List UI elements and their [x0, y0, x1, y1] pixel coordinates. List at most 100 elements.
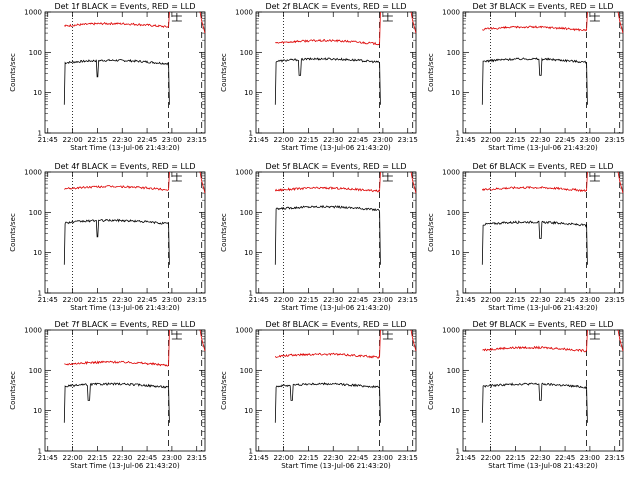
x-tick-label: 22:15 — [505, 136, 525, 144]
bracket-marker — [589, 331, 600, 340]
y-axis-label: Counts/sec — [220, 213, 228, 252]
chart-panel: Det 4f BLACK = Events, RED = LLD 1 10 100 10… — [9, 162, 207, 312]
plot-frame — [255, 171, 417, 294]
x-tick-label: 22:30 — [112, 296, 132, 304]
x-tick-label: 22:00 — [480, 454, 500, 462]
x-tick-label: 21:45 — [249, 296, 269, 304]
x-tick-label: 21:45 — [249, 136, 269, 144]
y-tick-label: 1 — [249, 290, 253, 298]
x-tick-label: 22:15 — [87, 296, 107, 304]
x-tick-label: 22:45 — [555, 296, 575, 304]
x-tick-label: 22:45 — [555, 136, 575, 144]
bracket-marker — [589, 173, 600, 182]
x-axis-label: Start Time (13-Jul-06 21:43:20) — [70, 304, 180, 312]
series-events — [481, 382, 588, 423]
y-tick-label: 100 — [240, 367, 253, 375]
series-lld — [64, 329, 170, 367]
y-axis-label: Counts/sec — [220, 371, 228, 410]
x-tick-label: 22:45 — [348, 136, 368, 144]
y-tick-label: 1000 — [235, 327, 253, 335]
x-axis-label: Start Time (13-Jul-06 21:43:20) — [70, 144, 180, 152]
chart-title: Det 2f BLACK = Events, RED = LLD — [265, 2, 406, 11]
plot-frame — [44, 11, 206, 134]
y-tick-label: 10 — [244, 89, 253, 97]
x-tick-label: 22:30 — [323, 296, 343, 304]
y-tick-label: 10 — [244, 407, 253, 415]
x-tick-label: 21:45 — [249, 454, 269, 462]
y-tick-label: 1000 — [24, 9, 42, 17]
x-tick-label: 23:15 — [398, 454, 418, 462]
series-lld — [275, 11, 381, 46]
y-axis-label: Counts/sec — [9, 213, 17, 252]
chart-panel: Det 9f BLACK = Events, RED = LLD 1 10 100 10… — [427, 320, 625, 470]
bracket-marker — [589, 13, 600, 22]
x-tick-label: 23:15 — [605, 296, 625, 304]
series-lld — [481, 171, 588, 193]
series-lld-tail — [617, 11, 624, 34]
x-tick-label: 22:45 — [348, 296, 368, 304]
y-tick-label: 1 — [456, 130, 460, 138]
x-tick-label: 22:30 — [530, 454, 550, 462]
y-tick-label: 1 — [456, 290, 460, 298]
series-lld-tail — [199, 171, 206, 194]
series-events — [63, 218, 170, 265]
x-tick-label: 22:30 — [530, 136, 550, 144]
y-tick-label: 100 — [29, 209, 42, 217]
x-axis-label: Start Time (13-Jul-06 21:43:20) — [488, 144, 598, 152]
x-axis-label: Start Time (13-Jul-06 21:43:20) — [281, 304, 391, 312]
chart-title: Det 3f BLACK = Events, RED = LLD — [472, 2, 613, 11]
y-tick-label: 100 — [29, 49, 42, 57]
y-tick-label: 1 — [38, 448, 42, 456]
x-tick-label: 22:30 — [112, 454, 132, 462]
x-tick-label: 23:15 — [187, 454, 207, 462]
x-tick-label: 21:45 — [38, 454, 58, 462]
x-tick-label: 22:00 — [62, 454, 82, 462]
plot-frame — [462, 329, 624, 452]
x-axis-label: Start Time (13-Jul-06 21:43:20) — [488, 304, 598, 312]
x-tick-label: 23:00 — [580, 136, 600, 144]
y-tick-label: 1000 — [235, 9, 253, 17]
y-tick-label: 1 — [456, 448, 460, 456]
x-tick-label: 21:45 — [456, 136, 476, 144]
plot-frame — [255, 329, 417, 452]
series-lld-tail — [199, 11, 206, 34]
series-events — [274, 57, 381, 105]
y-tick-label: 1000 — [24, 327, 42, 335]
x-tick-label: 23:00 — [162, 296, 182, 304]
bracket-marker — [382, 331, 393, 340]
series-events — [63, 382, 170, 423]
series-events — [274, 382, 381, 423]
bracket-marker — [171, 331, 182, 340]
x-axis-label: Start Time (13-Jul-06 21:43:20) — [281, 462, 391, 470]
bracket-marker — [382, 173, 393, 182]
y-axis-label: Counts/sec — [427, 53, 435, 92]
chart-panel: Det 7f BLACK = Events, RED = LLD 1 10 100 10… — [9, 320, 207, 470]
y-tick-label: 10 — [33, 407, 42, 415]
y-tick-label: 10 — [451, 249, 460, 257]
y-tick-label: 10 — [244, 249, 253, 257]
chart-panel: Det 8f BLACK = Events, RED = LLD 1 10 100 10… — [220, 320, 418, 470]
y-tick-label: 10 — [33, 249, 42, 257]
x-tick-label: 22:15 — [87, 454, 107, 462]
y-tick-label: 1 — [249, 130, 253, 138]
series-lld — [274, 171, 381, 193]
y-tick-label: 100 — [240, 49, 253, 57]
series-lld-tail — [410, 11, 417, 34]
x-tick-label: 23:15 — [398, 296, 418, 304]
x-tick-label: 23:00 — [580, 296, 600, 304]
series-events — [481, 57, 588, 105]
x-tick-label: 22:45 — [137, 136, 157, 144]
chart-panel: Det 6f BLACK = Events, RED = LLD 1 10 100 10… — [427, 162, 625, 312]
x-tick-label: 23:15 — [398, 136, 418, 144]
bracket-marker — [171, 173, 182, 182]
y-axis-label: Counts/sec — [9, 53, 17, 92]
series-lld — [482, 329, 588, 353]
series-lld — [64, 171, 170, 191]
plot-frame — [462, 11, 624, 134]
x-tick-label: 22:45 — [348, 454, 368, 462]
chart-title: Det 6f BLACK = Events, RED = LLD — [472, 162, 613, 171]
plot-frame — [462, 171, 624, 294]
series-lld — [64, 11, 170, 29]
x-tick-label: 23:00 — [373, 136, 393, 144]
